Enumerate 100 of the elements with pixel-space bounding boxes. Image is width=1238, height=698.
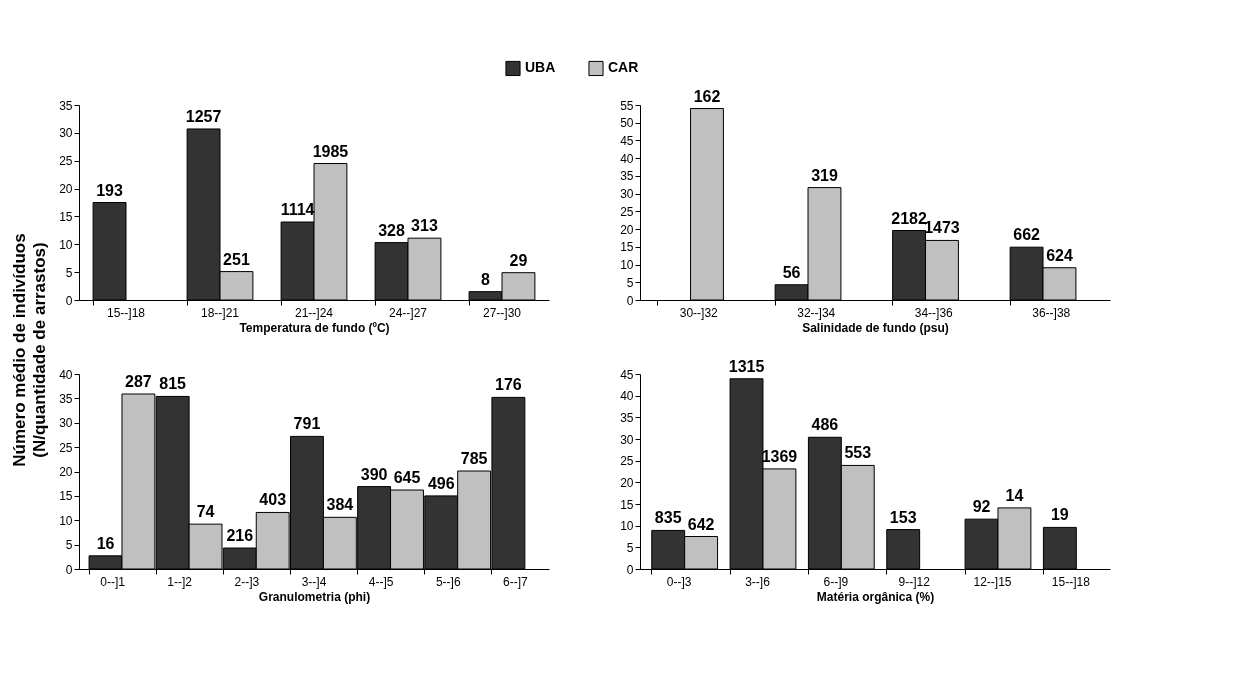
legend-label: UBA [525,59,556,76]
annotation: 1473 [924,219,960,237]
y-tick-label: 10 [59,237,73,252]
x-axis-title: Granulometria (phi) [258,589,371,604]
y-tick-label: 15 [620,240,634,255]
x-tick-label: 15--]18 [106,305,146,320]
annotation: 835 [654,509,682,527]
x-tick-label: 2--]3 [234,574,260,589]
y-tick-label: 0 [65,293,73,308]
y-tick-label: 25 [620,204,634,219]
annotation: 1985 [312,142,349,160]
annotation: 176 [495,376,522,394]
x-axis-title: Salinidade de fundo (psu) [802,320,949,335]
annotation: 2182 [891,209,927,227]
x-tick-label: 5--]6 [435,574,461,589]
y-tick-label: 15 [620,497,634,512]
y-tick-label: 5 [65,265,73,280]
text: 162 [693,87,721,105]
y-tick-label: 35 [59,391,73,406]
x-tick-label: 24--]27 [388,305,428,320]
y-tick-label: 0 [626,293,634,308]
x-tick-label: 9--]12 [898,574,931,589]
annotation: 251 [223,250,250,268]
y-tick-label: 40 [620,151,634,166]
annotation: 216 [226,527,254,545]
x-tick-label: 27--]30 [482,305,522,320]
annotation: 29 [509,251,528,269]
annotation: 645 [393,469,421,487]
legend-label: CAR [608,59,639,76]
y-tick-label: 20 [59,465,73,479]
y-tick-label: 20 [620,475,634,490]
annotation: 815 [159,375,187,393]
y-tick-label: 25 [59,154,73,169]
x-tick-label: 21--]24 [294,305,334,320]
x-tick-label: 32--]34 [797,305,836,320]
annotation: 287 [125,372,152,390]
y-tick-label: 10 [620,258,634,273]
annotation: 553 [844,444,872,462]
x-tick-label: 6--]7 [503,574,529,589]
x-tick-label: 15--]18 [1051,574,1091,589]
y-tick-label: 55 [620,98,634,113]
annotation: 14 [1005,486,1024,504]
annotation: 496 [427,474,455,492]
y-tick-label: 20 [620,222,634,237]
y-tick-label: 30 [59,126,73,141]
y-tick-label: 35 [620,410,634,425]
annotation: 8 [481,270,491,288]
annotation: 153 [889,508,917,526]
y-tick-label: 35 [620,169,634,184]
x-axis-title: Temperatura de fundo (ºC) [239,320,390,335]
annotation: 624 [1046,246,1073,264]
y-tick-label: 35 [59,98,73,113]
y-tick-label: 50 [620,116,634,131]
annotation: 662 [1013,226,1041,244]
annotation: 1257 [185,107,222,125]
y-tick-label: 10 [59,513,73,528]
annotation: 19 [1050,506,1069,524]
y-tick-label: 10 [620,519,634,534]
x-tick-label: 4--]5 [368,574,394,589]
x-tick-label: 18--]21 [200,305,240,320]
y-axis-title: Número médio de indivíduos (N/quantidade de arrastos) [10,233,49,467]
y-tick-label: 45 [620,367,634,382]
y-tick-label: 30 [59,416,73,431]
annotation: 390 [360,465,388,483]
x-tick-label: 34--]36 [914,305,954,320]
x-tick-label: 30--]32 [679,305,719,320]
annotation: 403 [259,491,287,509]
annotation: 74 [196,503,215,521]
x-tick-label: 36--]38 [1032,305,1071,320]
x-tick-label: 1--]2 [167,574,193,589]
y-tick-label: 0 [65,562,73,577]
annotation: 92 [972,498,991,516]
x-tick-label: 3--]4 [301,574,327,589]
annotation: 16 [96,534,115,552]
x-tick-label: 12--]15 [973,574,1012,589]
x-tick-label: 3--]6 [745,574,771,589]
y-tick-label: 40 [59,367,73,382]
y-tick-label: 45 [620,133,634,148]
x-tick-label: 6--]9 [823,574,849,589]
annotation: 785 [460,450,488,468]
annotation: 193 [96,181,123,199]
annotation: 791 [293,415,321,433]
x-tick-label: 0--]3 [666,574,692,589]
annotation: 486 [811,416,839,434]
annotation: 313 [411,217,438,235]
y-tick-label: 25 [620,454,634,469]
y-tick-label: 5 [626,540,634,555]
annotation: 1315 [728,357,765,375]
y-tick-label: 25 [59,440,73,455]
annotation: 319 [811,166,838,184]
y-tick-label: 5 [626,275,634,290]
annotation: 56 [782,263,801,281]
annotation: 642 [687,515,715,533]
y-tick-label: 0 [626,562,634,577]
y-tick-label: 20 [59,182,73,197]
y-tick-label: 40 [620,389,634,404]
y-tick-label: 5 [65,538,73,553]
x-tick-label: 0--]1 [100,574,126,589]
annotation: 328 [378,221,405,239]
annotation: 384 [326,496,354,514]
